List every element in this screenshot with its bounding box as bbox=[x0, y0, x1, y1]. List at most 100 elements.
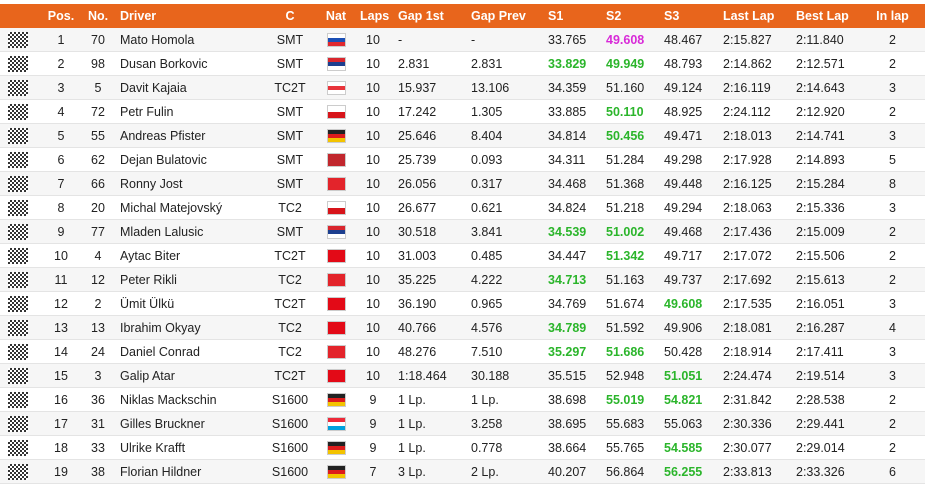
cell: 2:15.506 bbox=[790, 243, 860, 268]
nat-cell bbox=[318, 435, 354, 460]
cell: - bbox=[465, 28, 542, 52]
cell: 10 bbox=[354, 339, 392, 364]
finish-flag-cell bbox=[0, 195, 40, 220]
cell: 2:15.284 bbox=[790, 171, 860, 196]
flag-stripe bbox=[327, 137, 345, 142]
header-cell: Pos. bbox=[40, 4, 82, 28]
cell: 2:12.571 bbox=[790, 51, 860, 76]
cell: 2:24.474 bbox=[717, 363, 790, 388]
cell: 33.765 bbox=[542, 28, 600, 52]
cell: 50.456 bbox=[600, 123, 658, 148]
header-cell: In lap bbox=[860, 4, 925, 28]
cell: 36.190 bbox=[392, 291, 465, 316]
cell: 10 bbox=[354, 99, 392, 124]
cell: 72 bbox=[82, 99, 114, 124]
cell: 17 bbox=[40, 411, 82, 436]
cell: 6 bbox=[40, 147, 82, 172]
cell: 56.864 bbox=[600, 459, 658, 484]
cell: Mato Homola bbox=[114, 28, 262, 52]
cell: TC2 bbox=[262, 339, 318, 364]
finish-flag-cell bbox=[0, 99, 40, 124]
flag-stripe bbox=[327, 133, 345, 138]
page: Pos. No. Driver C Nat Laps Gap 1st Gap Prev S1 S2… bbox=[0, 4, 925, 496]
cell: 4 bbox=[82, 243, 114, 268]
cell: 48.793 bbox=[658, 51, 717, 76]
cell: 26.056 bbox=[392, 171, 465, 196]
nation-flag bbox=[326, 200, 346, 215]
checkered-flag-icon bbox=[8, 175, 28, 192]
cell: Mladen Lalusic bbox=[114, 219, 262, 244]
flag-stripe bbox=[327, 207, 345, 214]
cell: Daniel Conrad bbox=[114, 339, 262, 364]
nat-cell bbox=[318, 99, 354, 124]
cell: 31 bbox=[82, 411, 114, 436]
cell: 10 bbox=[354, 51, 392, 76]
checkered-flag-icon bbox=[8, 343, 28, 360]
cell: 34.468 bbox=[542, 171, 600, 196]
checkered-flag-icon bbox=[8, 367, 28, 384]
header-cell: No. bbox=[82, 4, 114, 28]
checkered-flag-icon bbox=[8, 415, 28, 432]
checkered-flag-icon bbox=[8, 127, 28, 144]
cell: 34.311 bbox=[542, 147, 600, 172]
cell: 2:17.928 bbox=[717, 147, 790, 172]
nation-flag bbox=[326, 104, 346, 119]
cell: 2.831 bbox=[465, 51, 542, 76]
cell: Dejan Bulatovic bbox=[114, 147, 262, 172]
cell: 0.485 bbox=[465, 243, 542, 268]
cell: Michal Matejovský bbox=[114, 195, 262, 220]
cell: 54.585 bbox=[658, 435, 717, 460]
cell: 51.051 bbox=[658, 363, 717, 388]
cell: 35.515 bbox=[542, 363, 600, 388]
header-cell: S3 bbox=[658, 4, 717, 28]
cell: 36 bbox=[82, 387, 114, 412]
cell: 2:16.119 bbox=[717, 75, 790, 100]
result-row: 13 13 Ibrahim Okyay TC2 10 40.766 4.576 34.789 5… bbox=[0, 315, 925, 340]
flag-stripe bbox=[327, 41, 345, 46]
result-row: 16 36 Niklas Mackschin S1600 9 1 Lp. 1 Lp. 38.6… bbox=[0, 387, 925, 412]
checkered-flag-icon bbox=[8, 31, 28, 48]
cell: 51.674 bbox=[600, 291, 658, 316]
cell: Galip Atar bbox=[114, 363, 262, 388]
cell: 11 bbox=[40, 267, 82, 292]
result-row: 7 66 Ronny Jost SMT 10 26.056 0.317 34.468 51.36… bbox=[0, 171, 925, 196]
flag-stripe bbox=[327, 345, 345, 358]
cell: 2 bbox=[860, 411, 925, 436]
cell: 2:17.692 bbox=[717, 267, 790, 292]
cell: 14 bbox=[40, 339, 82, 364]
cell: 48.467 bbox=[658, 28, 717, 52]
cell: 51.163 bbox=[600, 267, 658, 292]
cell: SMT bbox=[262, 28, 318, 52]
cell: 31.003 bbox=[392, 243, 465, 268]
checkered-flag-icon bbox=[8, 247, 28, 264]
result-row: 1 70 Mato Homola SMT 10- -33.765 49.608 48.467 2… bbox=[0, 28, 925, 52]
cell: 35.297 bbox=[542, 339, 600, 364]
flag-stripe bbox=[327, 65, 345, 70]
nation-flag bbox=[326, 344, 346, 359]
cell: 38.664 bbox=[542, 435, 600, 460]
cell: TC2 bbox=[262, 267, 318, 292]
cell: 55 bbox=[82, 123, 114, 148]
cell: 17.242 bbox=[392, 99, 465, 124]
cell: 10 bbox=[354, 123, 392, 148]
cell: 51.686 bbox=[600, 339, 658, 364]
flag-stripe bbox=[327, 33, 345, 38]
cell: 2:31.842 bbox=[717, 387, 790, 412]
cell: 2 bbox=[860, 51, 925, 76]
nat-cell bbox=[318, 51, 354, 76]
finish-flag-cell bbox=[0, 267, 40, 292]
cell: 1:18.464 bbox=[392, 363, 465, 388]
cell: 2:14.893 bbox=[790, 147, 860, 172]
nation-flag bbox=[326, 464, 346, 479]
header-row: Pos. No. Driver C Nat Laps Gap 1st Gap Prev S1 S2… bbox=[0, 4, 925, 28]
finish-flag-cell bbox=[0, 339, 40, 364]
cell: SMT bbox=[262, 171, 318, 196]
cell: 52.948 bbox=[600, 363, 658, 388]
cell: 56.255 bbox=[658, 459, 717, 484]
cell: 3.841 bbox=[465, 219, 542, 244]
cell: 8 bbox=[40, 195, 82, 220]
nation-flag bbox=[326, 152, 346, 167]
cell: 1 Lp. bbox=[465, 387, 542, 412]
cell: - bbox=[392, 28, 465, 52]
cell: 10 bbox=[354, 75, 392, 100]
